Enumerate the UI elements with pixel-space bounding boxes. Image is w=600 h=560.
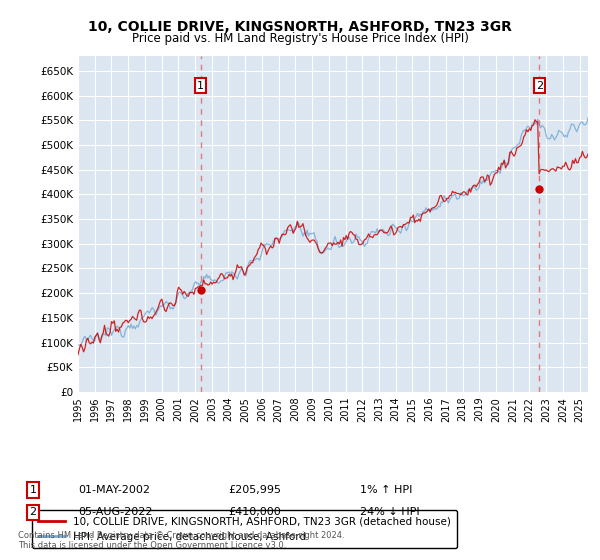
Text: 24% ↓ HPI: 24% ↓ HPI <box>360 507 419 517</box>
Text: 2: 2 <box>29 507 37 517</box>
Text: Contains HM Land Registry data © Crown copyright and database right 2024.
This d: Contains HM Land Registry data © Crown c… <box>18 530 344 550</box>
Text: 10, COLLIE DRIVE, KINGSNORTH, ASHFORD, TN23 3GR: 10, COLLIE DRIVE, KINGSNORTH, ASHFORD, T… <box>88 20 512 34</box>
Text: 01-MAY-2002: 01-MAY-2002 <box>78 485 150 495</box>
Text: 1: 1 <box>29 485 37 495</box>
Text: Price paid vs. HM Land Registry's House Price Index (HPI): Price paid vs. HM Land Registry's House … <box>131 32 469 45</box>
Text: 1% ↑ HPI: 1% ↑ HPI <box>360 485 412 495</box>
Legend: 10, COLLIE DRIVE, KINGSNORTH, ASHFORD, TN23 3GR (detached house), HPI: Average p: 10, COLLIE DRIVE, KINGSNORTH, ASHFORD, T… <box>32 510 457 548</box>
Text: 1: 1 <box>197 81 204 91</box>
Text: 05-AUG-2022: 05-AUG-2022 <box>78 507 152 517</box>
Text: 2: 2 <box>536 81 543 91</box>
Text: £205,995: £205,995 <box>228 485 281 495</box>
Text: £410,000: £410,000 <box>228 507 281 517</box>
